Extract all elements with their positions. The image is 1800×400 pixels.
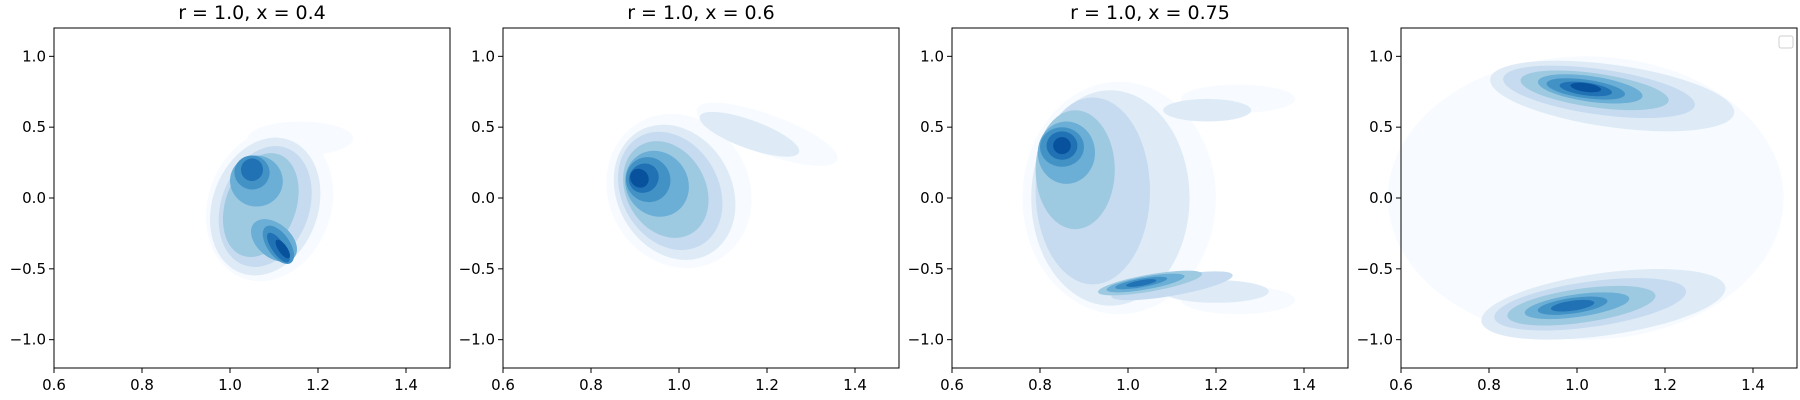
y-tick-label: 1.0 bbox=[920, 47, 944, 65]
density-level-7 bbox=[275, 239, 291, 259]
x-tick-label: 1.4 bbox=[1292, 376, 1316, 394]
x-tick-label: 0.8 bbox=[1028, 376, 1052, 394]
x-tick-label: 0.6 bbox=[42, 376, 66, 394]
y-tick-label: −0.5 bbox=[10, 260, 46, 278]
y-tick-label: 0.0 bbox=[22, 189, 46, 207]
legend-box bbox=[1778, 35, 1794, 49]
y-tick-label: −1.0 bbox=[1357, 331, 1393, 349]
y-axis: −1.0 −0.5 0.0 0.5 1.0 bbox=[459, 47, 503, 349]
density-level-1 bbox=[699, 111, 800, 157]
subplot-2: r = 1.0, x = 0.6 0.6 0.8 1.0 1.2 1.4 −1.0 −0.… bbox=[459, 2, 900, 394]
y-tick-label: −1.0 bbox=[459, 331, 495, 349]
y-tick-label: −0.5 bbox=[459, 260, 495, 278]
x-tick-label: 1.2 bbox=[1653, 376, 1677, 394]
x-tick-label: 1.2 bbox=[755, 376, 779, 394]
subplot-title: r = 1.0, x = 0.4 bbox=[178, 2, 326, 24]
subplot-title: r = 1.0, x = 0.75 bbox=[1070, 2, 1230, 24]
x-tick-label: 0.6 bbox=[940, 376, 964, 394]
density-level-7 bbox=[1053, 137, 1071, 155]
density-level-6 bbox=[1550, 299, 1595, 312]
x-axis: 0.6 0.8 1.0 1.2 1.4 bbox=[940, 368, 1316, 394]
y-tick-label: −0.5 bbox=[1357, 260, 1393, 278]
subplot-1: r = 1.0, x = 0.4 0.6 0.8 1.0 1.2 1.4 −1.0 −0.… bbox=[10, 2, 451, 394]
x-tick-label: 0.8 bbox=[579, 376, 603, 394]
x-tick-label: 1.2 bbox=[1204, 376, 1228, 394]
density-level-6 bbox=[1126, 279, 1157, 287]
x-tick-label: 1.4 bbox=[394, 376, 418, 394]
density-level-7 bbox=[1570, 82, 1602, 93]
y-axis: −1.0 −0.5 0.0 0.5 1.0 bbox=[10, 47, 54, 349]
subplot-4: 0.6 0.8 1.0 1.2 1.4 −1.0 −0.5 0.0 0.5 1.0 bbox=[1357, 27, 1798, 394]
x-tick-label: 0.8 bbox=[1477, 376, 1501, 394]
x-tick-label: 0.8 bbox=[130, 376, 154, 394]
y-tick-label: −1.0 bbox=[908, 331, 944, 349]
y-axis: −1.0 −0.5 0.0 0.5 1.0 bbox=[1357, 47, 1401, 349]
density-level-7 bbox=[630, 168, 649, 188]
x-axis: 0.6 0.8 1.0 1.2 1.4 bbox=[1389, 368, 1765, 394]
y-tick-label: −0.5 bbox=[908, 260, 944, 278]
y-tick-label: 1.0 bbox=[471, 47, 495, 65]
x-tick-label: 1.0 bbox=[667, 376, 691, 394]
y-tick-label: 1.0 bbox=[22, 47, 46, 65]
subplot-title: r = 1.0, x = 0.6 bbox=[627, 2, 775, 24]
y-tick-label: 0.0 bbox=[471, 189, 495, 207]
x-tick-label: 1.0 bbox=[1116, 376, 1140, 394]
y-tick-label: 0.0 bbox=[920, 189, 944, 207]
x-tick-label: 0.6 bbox=[491, 376, 515, 394]
density-level-1 bbox=[1163, 98, 1252, 122]
density-contours bbox=[606, 102, 838, 269]
x-tick-label: 1.4 bbox=[1741, 376, 1765, 394]
density-level-6 bbox=[240, 158, 264, 181]
y-tick-label: 1.0 bbox=[1369, 47, 1393, 65]
x-axis: 0.6 0.8 1.0 1.2 1.4 bbox=[42, 368, 418, 394]
density-contours bbox=[205, 121, 354, 282]
x-tick-label: 1.2 bbox=[306, 376, 330, 394]
y-tick-label: 0.5 bbox=[22, 118, 46, 136]
x-tick-label: 1.0 bbox=[1565, 376, 1589, 394]
y-axis: −1.0 −0.5 0.0 0.5 1.0 bbox=[908, 47, 952, 349]
x-tick-label: 1.0 bbox=[218, 376, 242, 394]
density-contours bbox=[1387, 56, 1784, 340]
x-axis: 0.6 0.8 1.0 1.2 1.4 bbox=[491, 368, 867, 394]
y-tick-label: 0.5 bbox=[1369, 118, 1393, 136]
x-tick-label: 1.4 bbox=[843, 376, 867, 394]
x-tick-label: 0.6 bbox=[1389, 376, 1413, 394]
y-tick-label: −1.0 bbox=[10, 331, 46, 349]
density-contours bbox=[1022, 81, 1296, 315]
subplot-3: r = 1.0, x = 0.75 0.6 0.8 1.0 1.2 1.4 −1.0 −0… bbox=[908, 2, 1349, 394]
y-tick-label: 0.5 bbox=[471, 118, 495, 136]
y-tick-label: 0.5 bbox=[920, 118, 944, 136]
y-tick-label: 0.0 bbox=[1369, 189, 1393, 207]
